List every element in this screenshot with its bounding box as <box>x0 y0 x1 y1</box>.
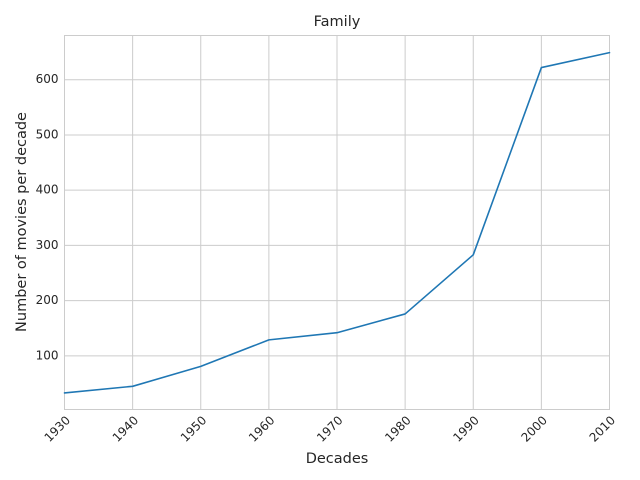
x-axis-label: Decades <box>306 451 369 467</box>
y-axis-label: Number of movies per decade <box>14 112 30 332</box>
y-tick-label: 600 <box>36 72 59 86</box>
x-tick-label: 1930 <box>42 413 73 444</box>
x-tick-label: 1970 <box>314 413 345 444</box>
y-tick-label: 400 <box>36 183 59 197</box>
plot-area-frame <box>64 35 610 410</box>
grid-layer <box>64 35 610 410</box>
y-tick-label: 300 <box>36 238 59 252</box>
y-tick-label: 100 <box>36 348 59 362</box>
series-layer <box>63 51 611 394</box>
y-tick-label: 500 <box>36 127 59 141</box>
x-tick-label: 2010 <box>587 413 618 444</box>
chart-title: Family <box>314 14 361 30</box>
x-tick-label: 1990 <box>450 413 481 444</box>
y-tick-label: 200 <box>36 293 59 307</box>
x-tick-label: 1940 <box>110 413 141 444</box>
x-tick-label: 1980 <box>382 413 413 444</box>
x-tick-label: 1960 <box>246 413 277 444</box>
y-tick-labels: 100 200 300 400 500 600 <box>36 72 59 362</box>
x-tick-label: 2000 <box>518 413 549 444</box>
x-tick-label: 1950 <box>178 413 209 444</box>
x-tick-labels: 1930 1940 1950 1960 1970 1980 1990 2000 2010 <box>42 413 618 444</box>
